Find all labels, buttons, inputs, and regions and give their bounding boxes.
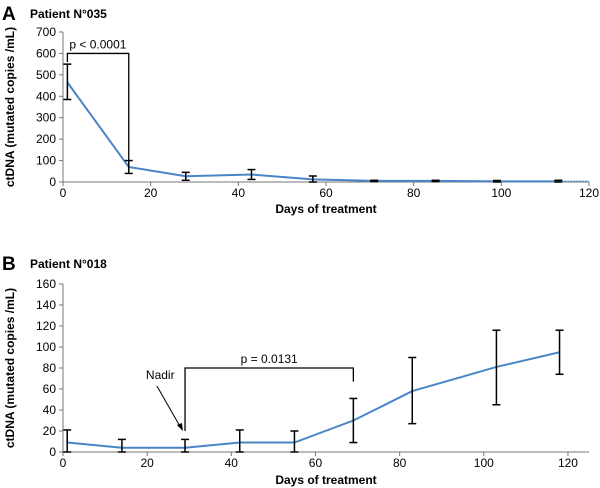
y-tick-label: 700 [36, 25, 56, 39]
x-tick-label: 100 [491, 186, 511, 200]
y-tick-label: 0 [49, 175, 56, 189]
significance-bracket [66, 52, 130, 162]
panel-letter-a: A [2, 4, 16, 25]
panel-a-xlabel: Days of treatment [275, 202, 376, 216]
x-tick-label: 60 [309, 456, 323, 470]
x-tick-label: 100 [474, 456, 494, 470]
panel-b-title: Patient N°018 [30, 257, 107, 271]
y-tick-label: 120 [36, 319, 56, 333]
panel-b: B Patient N°018 ctDNA (mutated copies /m… [2, 254, 589, 487]
series-line [66, 81, 559, 183]
y-tick-label: 100 [36, 340, 56, 354]
y-tick-label: 200 [36, 132, 56, 146]
y-tick-label: 60 [43, 382, 57, 396]
x-tick-label: 20 [144, 186, 158, 200]
panel-b-ylabel: ctDNA (mutated copies /mL) [3, 288, 17, 448]
p-value-label: p = 0.0131 [241, 352, 298, 366]
x-tick-label: 80 [393, 456, 407, 470]
y-tick-label: 300 [36, 111, 56, 125]
x-tick-label: 40 [225, 456, 239, 470]
series-line [67, 351, 560, 449]
p-value-label: p < 0.0001 [69, 37, 126, 51]
y-tick-label: 500 [36, 68, 56, 82]
panel-a-ylabel: ctDNA (mutated copies /mL) [3, 27, 17, 187]
panel-a: A Patient N°035 ctDNA (mutated copies /m… [2, 4, 599, 216]
y-tick-label: 160 [36, 277, 56, 291]
y-tick-label: 20 [43, 424, 57, 438]
y-tick-label: 400 [36, 89, 56, 103]
panel-letter-b: B [2, 254, 16, 275]
y-tick-label: 600 [36, 46, 56, 60]
x-tick-label: 120 [579, 186, 599, 200]
x-tick-label: 120 [558, 456, 578, 470]
panel-b-xlabel: Days of treatment [275, 473, 376, 487]
y-tick-label: 100 [36, 154, 56, 168]
y-tick-label: 0 [49, 445, 56, 459]
panel-a-title: Patient N°035 [30, 7, 107, 21]
x-tick-label: 0 [60, 186, 67, 200]
y-tick-label: 140 [36, 298, 56, 312]
x-tick-label: 80 [407, 186, 421, 200]
y-tick-label: 80 [43, 361, 57, 375]
x-tick-label: 60 [319, 186, 333, 200]
nadir-arrow [156, 385, 182, 429]
y-tick-label: 40 [43, 403, 57, 417]
x-tick-label: 0 [60, 456, 67, 470]
significance-bracket [184, 367, 355, 431]
nadir-arrowhead [176, 423, 183, 431]
x-tick-label: 40 [232, 186, 246, 200]
nadir-label: Nadir [146, 368, 175, 382]
x-tick-label: 20 [140, 456, 154, 470]
